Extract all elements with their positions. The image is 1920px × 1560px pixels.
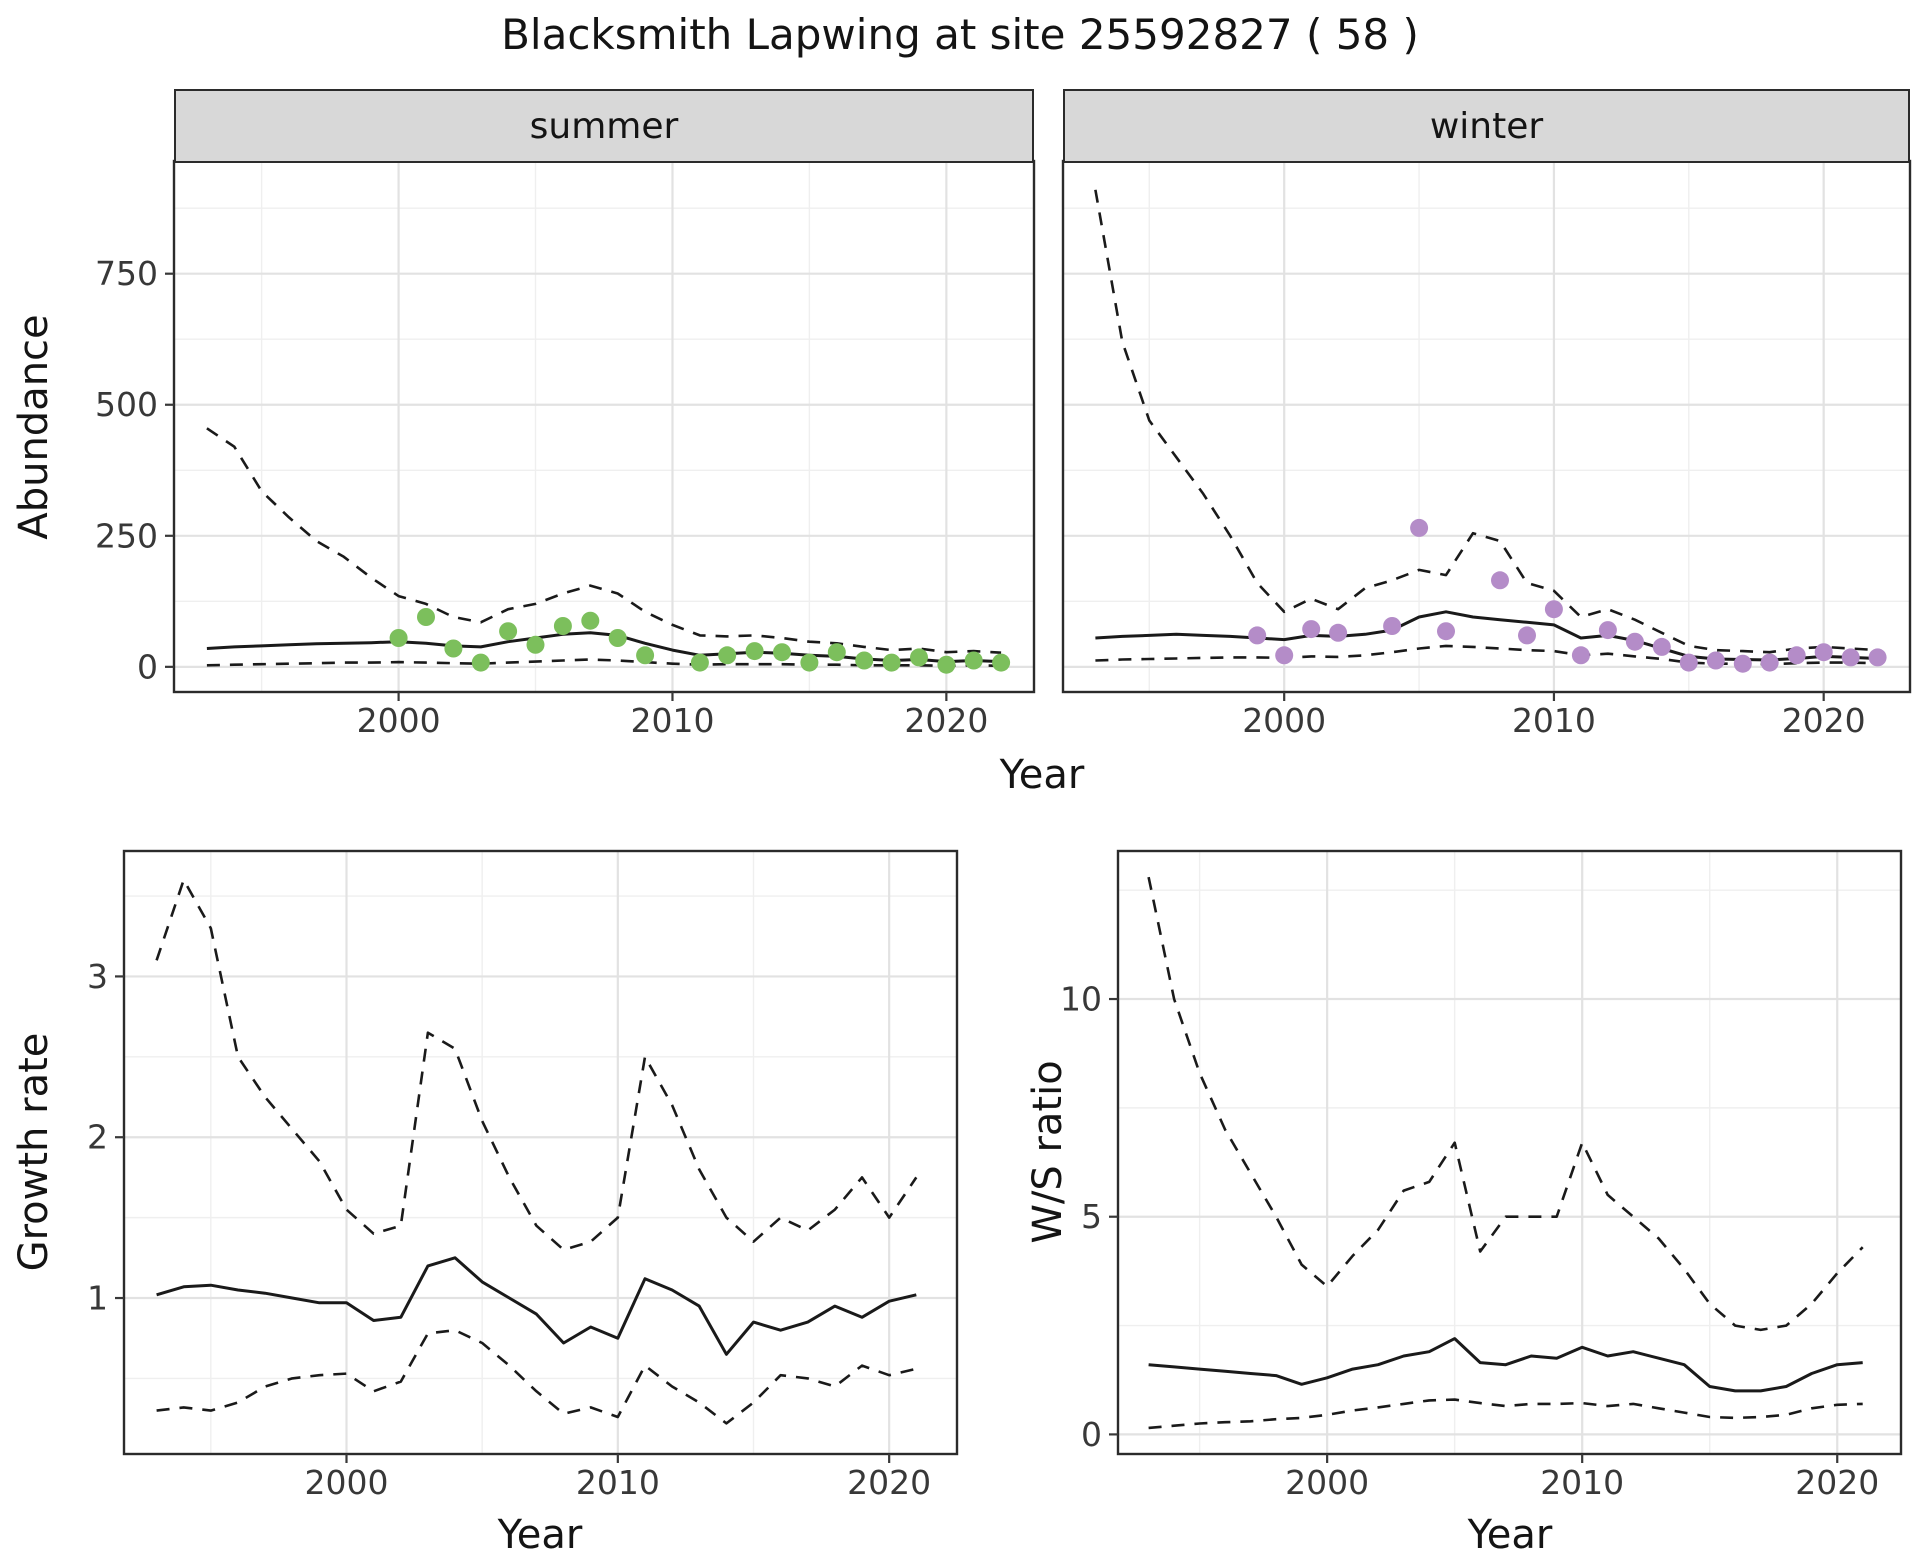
svg-text:2010: 2010 bbox=[1540, 1463, 1624, 1502]
panel-ws-ratio: 2000 2010 2020 0 5 10 bbox=[1060, 849, 1903, 1502]
series-upper_ci bbox=[206, 427, 1002, 654]
svg-text:5: 5 bbox=[1081, 1197, 1102, 1236]
points-abundance-summer bbox=[389, 608, 1011, 674]
svg-text:2000: 2000 bbox=[1285, 1463, 1369, 1502]
y-axis-label-growth-rate: Growth rate bbox=[11, 1032, 57, 1272]
grid-major bbox=[174, 161, 1034, 692]
facet-strip-summer: summer bbox=[174, 89, 1034, 163]
svg-text:2000: 2000 bbox=[305, 1463, 389, 1502]
axis-ticks bbox=[1109, 997, 1839, 1463]
svg-text:2010: 2010 bbox=[1512, 701, 1596, 740]
svg-text:2: 2 bbox=[87, 1118, 108, 1157]
svg-text:3: 3 bbox=[87, 957, 108, 996]
svg-text:0: 0 bbox=[1081, 1415, 1102, 1454]
svg-text:1: 1 bbox=[87, 1279, 108, 1318]
panel-border bbox=[1116, 849, 1903, 1456]
axis-tick-labels: 2000 2010 2020 0 5 10 bbox=[1060, 980, 1879, 1502]
panel-abundance-winter: 2000 2010 2020 bbox=[1061, 159, 1912, 740]
y-axis-label-abundance: Abundance bbox=[11, 314, 57, 540]
series-median bbox=[1148, 1337, 1863, 1393]
series-median bbox=[156, 1256, 917, 1356]
svg-text:2000: 2000 bbox=[1242, 701, 1326, 740]
x-axis-label-year-bottom-left: Year bbox=[497, 1512, 583, 1558]
svg-text:500: 500 bbox=[95, 385, 158, 424]
axis-tick-labels: 2000 2010 2020 0 250 500 750 bbox=[95, 254, 988, 740]
svg-text:2020: 2020 bbox=[847, 1463, 931, 1502]
series-lower_ci bbox=[156, 1328, 917, 1425]
series-upper_ci bbox=[1147, 876, 1864, 1332]
series-upper_ci bbox=[1094, 189, 1878, 654]
series-lower_ci bbox=[206, 658, 1002, 668]
grid-minor bbox=[124, 851, 957, 1454]
series-lower_ci bbox=[1148, 1398, 1863, 1430]
svg-text:750: 750 bbox=[95, 254, 158, 293]
x-axis-label-year-top: Year bbox=[999, 752, 1085, 798]
svg-text:10: 10 bbox=[1060, 980, 1102, 1019]
panel-border bbox=[122, 849, 959, 1456]
axis-tick-labels: 2000 2010 2020 bbox=[1242, 701, 1865, 740]
svg-text:2010: 2010 bbox=[576, 1463, 660, 1502]
svg-text:0: 0 bbox=[137, 647, 158, 686]
axis-ticks bbox=[115, 975, 891, 1463]
grid-minor bbox=[1118, 851, 1901, 1454]
svg-text:2020: 2020 bbox=[1795, 1463, 1879, 1502]
facet-strip-winter: winter bbox=[1063, 89, 1910, 163]
svg-text:250: 250 bbox=[95, 516, 158, 555]
grid-minor bbox=[174, 161, 1034, 692]
axis-ticks bbox=[1283, 692, 1825, 701]
chart-title: Blacksmith Lapwing at site 25592827 ( 58… bbox=[501, 10, 1419, 59]
points-abundance-winter bbox=[1248, 518, 1887, 673]
y-axis-label-ws-ratio: W/S ratio bbox=[1025, 1060, 1071, 1244]
svg-text:2010: 2010 bbox=[630, 701, 714, 740]
panel-growth-rate: 2000 2010 2020 1 2 3 bbox=[87, 849, 959, 1502]
svg-text:2020: 2020 bbox=[904, 701, 988, 740]
series-upper_ci bbox=[155, 878, 918, 1252]
svg-text:2020: 2020 bbox=[1782, 701, 1866, 740]
axis-ticks bbox=[165, 272, 948, 701]
svg-text:2000: 2000 bbox=[357, 701, 441, 740]
grid-major bbox=[124, 851, 957, 1454]
grid-major bbox=[1118, 851, 1901, 1454]
grid-minor bbox=[1063, 161, 1910, 692]
axis-tick-labels: 2000 2010 2020 1 2 3 bbox=[87, 957, 931, 1502]
panel-abundance-summer: 2000 2010 2020 0 250 500 750 bbox=[95, 159, 1036, 740]
x-axis-label-year-bottom-right: Year bbox=[1467, 1512, 1553, 1558]
